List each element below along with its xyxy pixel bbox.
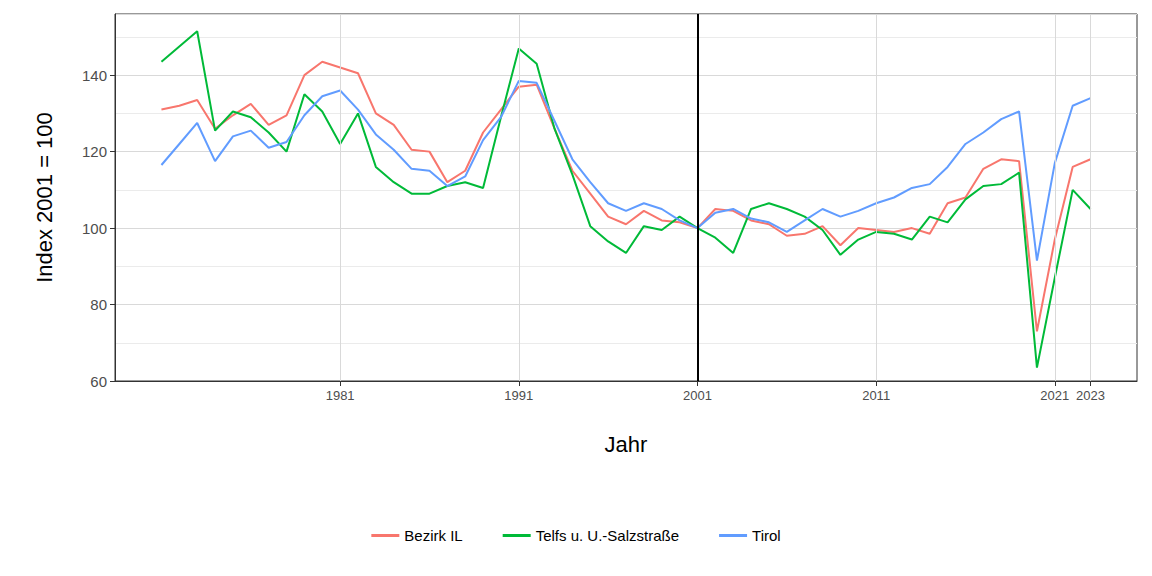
- svg-text:2023: 2023: [1076, 388, 1105, 403]
- svg-text:Tirol: Tirol: [752, 527, 781, 544]
- svg-text:120: 120: [82, 143, 107, 160]
- svg-text:1991: 1991: [504, 388, 533, 403]
- svg-text:Jahr: Jahr: [605, 432, 648, 457]
- svg-text:140: 140: [82, 67, 107, 84]
- svg-text:2021: 2021: [1040, 388, 1069, 403]
- svg-text:2001: 2001: [683, 388, 712, 403]
- svg-text:60: 60: [90, 373, 107, 390]
- svg-text:100: 100: [82, 220, 107, 237]
- svg-text:Index 2001 = 100: Index 2001 = 100: [32, 112, 57, 283]
- svg-text:80: 80: [90, 296, 107, 313]
- svg-text:2011: 2011: [862, 388, 890, 403]
- svg-text:1981: 1981: [326, 388, 355, 403]
- svg-text:Bezirk IL: Bezirk IL: [404, 527, 462, 544]
- svg-text:Telfs u. U.-Salzstraße: Telfs u. U.-Salzstraße: [536, 527, 679, 544]
